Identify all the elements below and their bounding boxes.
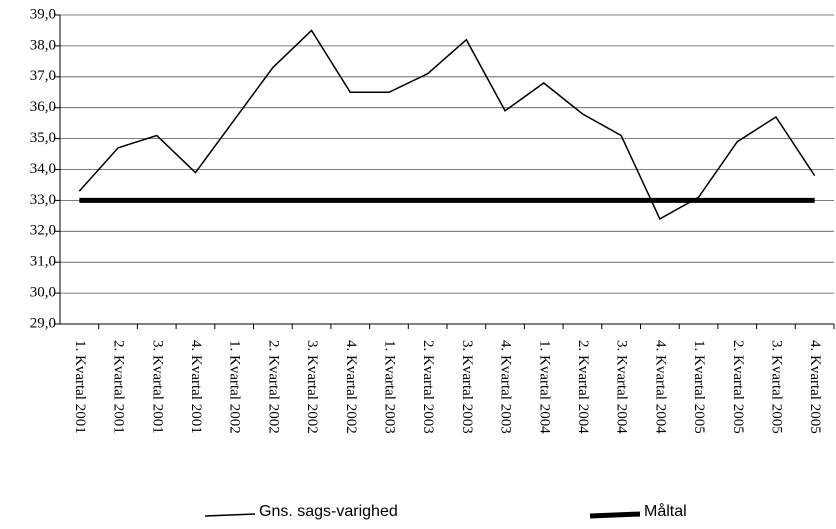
x-tick-label: 3. Kvartal 2004 bbox=[614, 340, 630, 434]
x-tick-label: 2. Kvartal 2002 bbox=[265, 340, 281, 434]
x-tick-label: 2. Kvartal 2005 bbox=[730, 340, 746, 434]
x-tick-label: 1. Kvartal 2001 bbox=[72, 340, 88, 434]
y-tick-label: 29,0 bbox=[30, 315, 56, 331]
y-tick-label: 35,0 bbox=[30, 130, 56, 146]
x-tick-label: 3. Kvartal 2005 bbox=[769, 340, 785, 434]
x-tick-label: 4. Kvartal 2001 bbox=[188, 340, 204, 434]
y-tick-label: 39,0 bbox=[30, 6, 56, 22]
legend-label: Gns. sags-varighed bbox=[259, 503, 398, 520]
y-tick-label: 36,0 bbox=[30, 99, 56, 115]
x-tick-label: 1. Kvartal 2002 bbox=[227, 340, 243, 434]
x-tick-label: 3. Kvartal 2001 bbox=[149, 340, 165, 434]
x-tick-label: 4. Kvartal 2002 bbox=[343, 340, 359, 434]
x-tick-label: 4. Kvartal 2003 bbox=[498, 340, 514, 434]
legend-swatch bbox=[589, 511, 641, 519]
legend-swatch bbox=[204, 513, 256, 517]
x-tick-label: 1. Kvartal 2004 bbox=[536, 340, 552, 434]
legend-label: Måltal bbox=[644, 502, 687, 520]
x-tick-label: 1. Kvartal 2003 bbox=[382, 340, 398, 434]
x-tick-label: 2. Kvartal 2004 bbox=[575, 340, 591, 434]
y-tick-label: 32,0 bbox=[30, 223, 56, 239]
x-tick-label: 3. Kvartal 2003 bbox=[459, 340, 475, 434]
x-tick-label: 2. Kvartal 2001 bbox=[111, 340, 127, 434]
y-tick-label: 37,0 bbox=[30, 68, 56, 84]
y-tick-label: 30,0 bbox=[30, 285, 56, 301]
x-tick-label: 3. Kvartal 2002 bbox=[304, 340, 320, 434]
x-tick-label: 1. Kvartal 2005 bbox=[691, 340, 707, 434]
x-tick-label: 4. Kvartal 2005 bbox=[807, 340, 823, 434]
y-tick-label: 33,0 bbox=[30, 192, 56, 208]
y-tick-label: 38,0 bbox=[30, 37, 56, 53]
x-tick-label: 2. Kvartal 2003 bbox=[420, 340, 436, 434]
x-tick-label: 4. Kvartal 2004 bbox=[652, 340, 668, 434]
series-line bbox=[78, 29, 816, 220]
y-tick-label: 31,0 bbox=[30, 254, 56, 270]
y-tick-label: 34,0 bbox=[30, 161, 56, 177]
